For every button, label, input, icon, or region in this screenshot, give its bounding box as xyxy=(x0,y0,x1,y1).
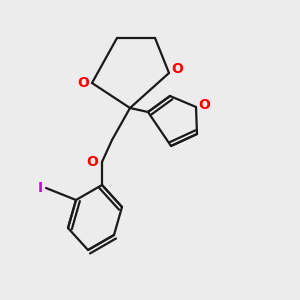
Text: O: O xyxy=(171,62,183,76)
Text: O: O xyxy=(86,155,98,169)
Text: O: O xyxy=(77,76,89,90)
Text: I: I xyxy=(38,181,43,195)
Text: O: O xyxy=(198,98,210,112)
